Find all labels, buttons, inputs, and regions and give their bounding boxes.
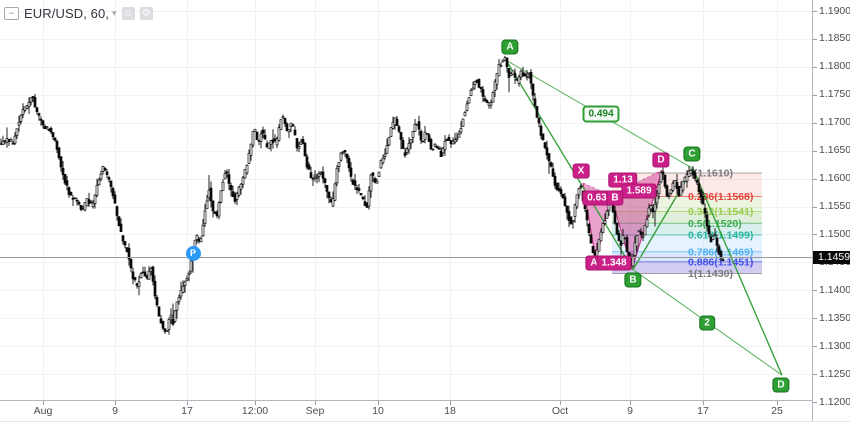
price-axis-label: 1.1650 <box>819 144 850 157</box>
price-axis[interactable]: 1.1900 1.1850 1.1800 1.1750 1.1700 1.1650 1.16… <box>812 0 850 421</box>
time-axis-label: 25 <box>771 405 783 417</box>
price-tick <box>813 207 817 208</box>
abcd-label-D[interactable]: D <box>772 377 790 393</box>
chevron-down-icon[interactable]: ▾ <box>112 8 117 18</box>
plot-area[interactable]: 0(1.1610) 0.236(1.1568) 0.382(1.1541) 0.5(1… <box>0 0 812 400</box>
price-axis-label: 1.1350 <box>819 311 850 324</box>
time-axis-label: Aug <box>33 405 53 417</box>
fib-level-label: 0.886(1.1451) <box>688 256 753 268</box>
abcd-label-C[interactable]: C <box>683 146 701 162</box>
time-axis-label: 10 <box>372 405 384 417</box>
fib-level-label: 1(1.1430) <box>688 268 733 280</box>
time-axis-label: Oct <box>551 405 569 417</box>
time-tick <box>777 401 778 405</box>
time-tick <box>255 401 256 405</box>
abcd-label-B[interactable]: B <box>624 272 642 288</box>
abcd-label-2[interactable]: 2 <box>699 315 715 331</box>
time-axis[interactable]: Aug 9 17 12:00 Sep 10 18 Oct 9 17 25 <box>0 400 812 421</box>
price-tick <box>813 318 817 319</box>
current-price-label: 1.1459 <box>813 250 850 264</box>
price-tick <box>813 402 817 403</box>
symbol-title[interactable]: EUR/USD, 60, <box>24 6 110 21</box>
price-axis-label: 1.1200 <box>819 395 850 408</box>
time-tick <box>630 401 631 405</box>
price-tick <box>813 179 817 180</box>
harmonic-label-B[interactable]: B <box>606 190 624 206</box>
candles <box>0 55 725 335</box>
time-axis-label: 9 <box>627 405 633 417</box>
visibility-icon[interactable]: ⊙ <box>121 7 135 20</box>
time-tick <box>187 401 188 405</box>
price-axis-label: 1.1400 <box>819 283 850 296</box>
price-axis-label: 1.1900 <box>819 4 850 17</box>
price-axis-label: 1.1800 <box>819 60 850 73</box>
time-axis-label: 17 <box>181 405 193 417</box>
symbol-legend: − EUR/USD, 60, ▾ ⊙ ⚙ <box>4 6 153 21</box>
price-axis-label: 1.1600 <box>819 172 850 185</box>
time-axis-label: 12:00 <box>241 405 269 417</box>
time-tick <box>703 401 704 405</box>
p-point-marker[interactable]: P <box>185 245 201 261</box>
price-tick <box>813 234 817 235</box>
time-tick <box>378 401 379 405</box>
fib-level-label: 0.382(1.1541) <box>688 206 753 218</box>
grid <box>0 0 812 400</box>
price-axis-label: 1.1300 <box>819 339 850 352</box>
price-axis-label: 1.1700 <box>819 116 850 129</box>
fib-level-label: 0.5(1.1520) <box>688 218 742 230</box>
harmonic-label-X[interactable]: X <box>572 163 590 179</box>
candlestick-canvas[interactable]: 0(1.1610) 0.236(1.1568) 0.382(1.1541)0.5(1… <box>0 0 812 400</box>
price-tick <box>813 290 817 291</box>
abcd-label-A[interactable]: A <box>501 39 519 55</box>
time-axis-label: Sep <box>305 405 325 417</box>
abcd-label-0.494[interactable]: 0.494 <box>582 105 620 123</box>
price-tick <box>813 346 817 347</box>
fib-level-label: 0.236(1.1568) <box>688 191 753 203</box>
time-tick <box>315 401 316 405</box>
time-axis-label: 18 <box>444 405 456 417</box>
price-tick <box>813 151 817 152</box>
price-axis-label: 1.1850 <box>819 32 850 45</box>
time-axis-label: 17 <box>697 405 709 417</box>
price-tick <box>813 374 817 375</box>
harmonic-label-D[interactable]: D <box>652 152 670 168</box>
time-tick <box>450 401 451 405</box>
price-axis-label: 1.1250 <box>819 367 850 380</box>
time-tick <box>43 401 44 405</box>
fib-level-label: 0.618(1.1499) <box>688 229 753 241</box>
price-tick <box>813 95 817 96</box>
fib-level-label: 0(1.1610) <box>688 167 733 179</box>
price-axis-label: 1.1550 <box>819 200 850 212</box>
time-tick <box>115 401 116 405</box>
settings-icon[interactable]: ⚙ <box>139 7 153 20</box>
collapse-icon[interactable]: − <box>4 7 19 20</box>
time-tick <box>560 401 561 405</box>
price-tick <box>813 39 817 40</box>
harmonic-label-1.589[interactable]: 1.589 <box>621 183 657 199</box>
time-axis-label: 9 <box>112 405 118 417</box>
price-tick <box>813 123 817 124</box>
price-axis-label: 1.1500 <box>819 227 850 240</box>
price-tick <box>813 11 817 12</box>
price-axis-label: 1.1750 <box>819 88 850 101</box>
price-tick <box>813 67 817 68</box>
harmonic-label-1.348[interactable]: 1.348 <box>596 255 632 271</box>
